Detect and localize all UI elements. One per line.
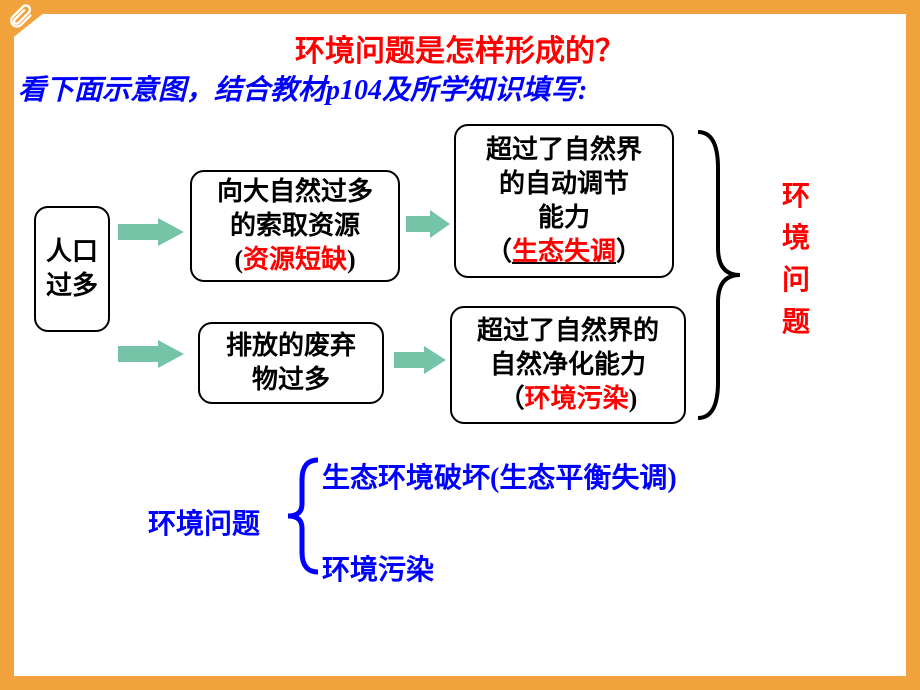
box-waste-line2: 物过多 — [252, 363, 330, 397]
box-resource-prefix: ( — [234, 245, 243, 274]
arrow-4 — [394, 346, 446, 374]
bottom-label-text: 环境问题 — [148, 509, 260, 540]
box-resource-line2: 的索取资源 — [230, 209, 360, 243]
box-adjust-line2: 的自动调节 — [499, 167, 629, 201]
bottom-item2: 环境污染 — [322, 548, 434, 588]
title: 环境问题是怎样形成的？ — [14, 26, 906, 70]
box-resource-line1: 向大自然过多 — [217, 175, 373, 209]
box-adjust-suffix: ） — [616, 237, 642, 266]
box-adjust-line3: 能力 — [538, 201, 590, 235]
box-adjust-prefix: （ — [486, 237, 512, 266]
box-population: 人口 过多 — [34, 206, 110, 332]
box-resource-suffix: ) — [347, 245, 356, 274]
bottom-brace — [282, 456, 326, 576]
box-purify-line2: 自然净化能力 — [490, 348, 646, 382]
box-waste: 排放的废弃 物过多 — [198, 322, 384, 404]
right-brace — [688, 128, 748, 422]
box-purify-prefix: （ — [499, 384, 525, 413]
box-population-line1: 人口 — [46, 235, 98, 269]
right-label-char: 问 — [782, 260, 810, 302]
bottom-item1-text: 生态环境破坏(生态平衡失调) — [322, 463, 677, 494]
title-text: 环境问题是怎样形成的？ — [295, 35, 625, 68]
box-purify-suffix: ) — [629, 384, 638, 413]
right-label-char: 题 — [782, 302, 810, 344]
bottom-label: 环境问题 — [148, 502, 260, 542]
box-adjust: 超过了自然界 的自动调节 能力 （生态失调） — [454, 124, 674, 278]
arrow-2 — [118, 340, 184, 368]
right-label: 环 境 问 题 — [782, 176, 810, 344]
box-resource-fillrow: (资源短缺) — [234, 243, 355, 277]
box-purify-line1: 超过了自然界的 — [477, 314, 659, 348]
box-purify-fillrow: （环境污染) — [499, 382, 638, 416]
arrow-3 — [406, 210, 450, 238]
right-label-char: 环 — [782, 176, 810, 218]
box-adjust-fill: 生态失调 — [512, 237, 616, 266]
subtitle-text: 看下面示意图，结合教材p104及所学知识填写: — [18, 75, 587, 106]
subtitle: 看下面示意图，结合教材p104及所学知识填写: — [18, 68, 906, 108]
box-resource-fill: 资源短缺 — [243, 245, 347, 274]
right-label-char: 境 — [782, 218, 810, 260]
box-waste-line1: 排放的废弃 — [226, 329, 356, 363]
arrow-1 — [118, 218, 184, 246]
box-purify: 超过了自然界的 自然净化能力 （环境污染) — [450, 306, 686, 424]
paperclip-icon — [6, 2, 34, 30]
bottom-item1: 生态环境破坏(生态平衡失调) — [322, 456, 677, 496]
box-adjust-line1: 超过了自然界 — [486, 133, 642, 167]
box-adjust-fillrow: （生态失调） — [486, 235, 642, 269]
content-area: 环境问题是怎样形成的？ 看下面示意图，结合教材p104及所学知识填写: 人口 过… — [14, 14, 906, 676]
box-resource: 向大自然过多 的索取资源 (资源短缺) — [190, 170, 400, 282]
bottom-item2-text: 环境污染 — [322, 555, 434, 586]
box-purify-fill: 环境污染 — [525, 384, 629, 413]
box-population-line2: 过多 — [46, 269, 98, 303]
